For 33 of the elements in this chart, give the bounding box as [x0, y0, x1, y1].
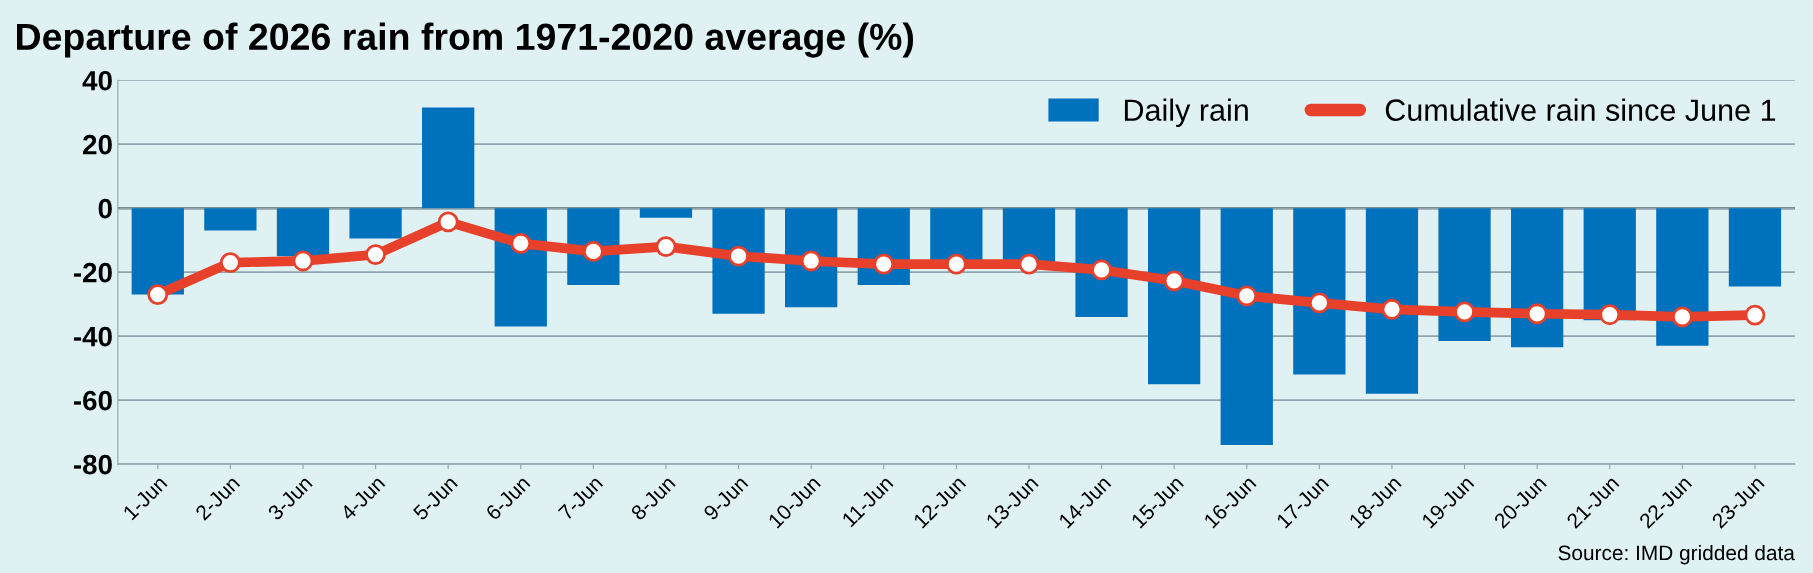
- point: [1671, 306, 1693, 328]
- y-tick-label: 20: [83, 134, 112, 155]
- y-tick-label: -60: [73, 390, 112, 411]
- point: [1236, 285, 1258, 307]
- legend-label: Daily rain: [1124, 98, 1248, 128]
- point: [1526, 303, 1548, 325]
- point: [728, 245, 749, 267]
- y-tick-label: -40: [73, 326, 112, 347]
- point: [1018, 253, 1040, 275]
- point: [800, 250, 822, 272]
- point: [1381, 298, 1403, 320]
- point: [365, 244, 386, 265]
- point: [655, 236, 677, 257]
- y-tick-label: -20: [73, 262, 112, 283]
- legend-label: Cumulative rain since June 1: [1385, 98, 1776, 121]
- y-tick-label: -80: [73, 454, 112, 475]
- point: [1091, 259, 1112, 281]
- point: [1308, 292, 1330, 314]
- point: [292, 250, 314, 272]
- point: [873, 253, 895, 275]
- point: [1599, 304, 1621, 326]
- chart-title: Departure of 2026 rain from 1971-2020 average (%): [17, 22, 914, 58]
- y-tick-label: 40: [82, 70, 112, 91]
- point: [437, 211, 459, 233]
- point: [510, 232, 532, 254]
- source-note: Source: IMD gridded data: [1558, 544, 1795, 565]
- y-tick-label: 0: [98, 198, 112, 219]
- point: [1454, 301, 1475, 323]
- point: [147, 284, 169, 305]
- point: [1744, 304, 1766, 326]
- point: [219, 252, 241, 273]
- point: [1163, 270, 1185, 292]
- point: [945, 253, 967, 275]
